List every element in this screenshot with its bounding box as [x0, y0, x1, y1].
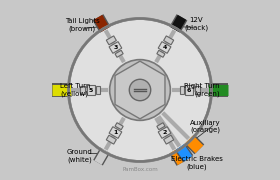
- Text: 6: 6: [187, 87, 191, 93]
- Polygon shape: [87, 85, 95, 95]
- Circle shape: [129, 79, 151, 101]
- Text: Auxiliary
(orange): Auxiliary (orange): [190, 120, 220, 133]
- Polygon shape: [158, 42, 171, 53]
- Text: Right Turn
(green): Right Turn (green): [185, 83, 220, 97]
- Polygon shape: [109, 42, 122, 53]
- Text: 12V
(black): 12V (black): [184, 17, 208, 31]
- Text: 4: 4: [162, 45, 167, 50]
- Polygon shape: [115, 123, 123, 130]
- Polygon shape: [180, 86, 184, 94]
- Polygon shape: [164, 135, 174, 144]
- Text: Electric Brakes
(blue): Electric Brakes (blue): [171, 156, 223, 170]
- Polygon shape: [115, 61, 165, 119]
- Polygon shape: [157, 50, 165, 57]
- Polygon shape: [80, 86, 85, 94]
- Text: 5: 5: [89, 87, 93, 93]
- Text: Left Turn
(yellow): Left Turn (yellow): [60, 83, 90, 97]
- Circle shape: [71, 21, 209, 159]
- Polygon shape: [157, 123, 165, 130]
- Polygon shape: [158, 127, 171, 138]
- Text: Tail Lights
(brown): Tail Lights (brown): [65, 18, 99, 31]
- Polygon shape: [109, 127, 122, 138]
- Circle shape: [110, 60, 170, 120]
- Text: Ground
(white): Ground (white): [66, 149, 92, 163]
- Polygon shape: [106, 135, 116, 144]
- Circle shape: [69, 19, 211, 161]
- Text: PamBox.com: PamBox.com: [122, 167, 158, 172]
- Text: 3: 3: [113, 45, 118, 50]
- Polygon shape: [195, 86, 200, 94]
- Text: 1: 1: [113, 130, 118, 135]
- Polygon shape: [115, 50, 123, 57]
- Polygon shape: [164, 36, 174, 45]
- Polygon shape: [96, 86, 100, 94]
- Polygon shape: [106, 36, 116, 45]
- Text: 2: 2: [162, 130, 167, 135]
- Polygon shape: [185, 85, 193, 95]
